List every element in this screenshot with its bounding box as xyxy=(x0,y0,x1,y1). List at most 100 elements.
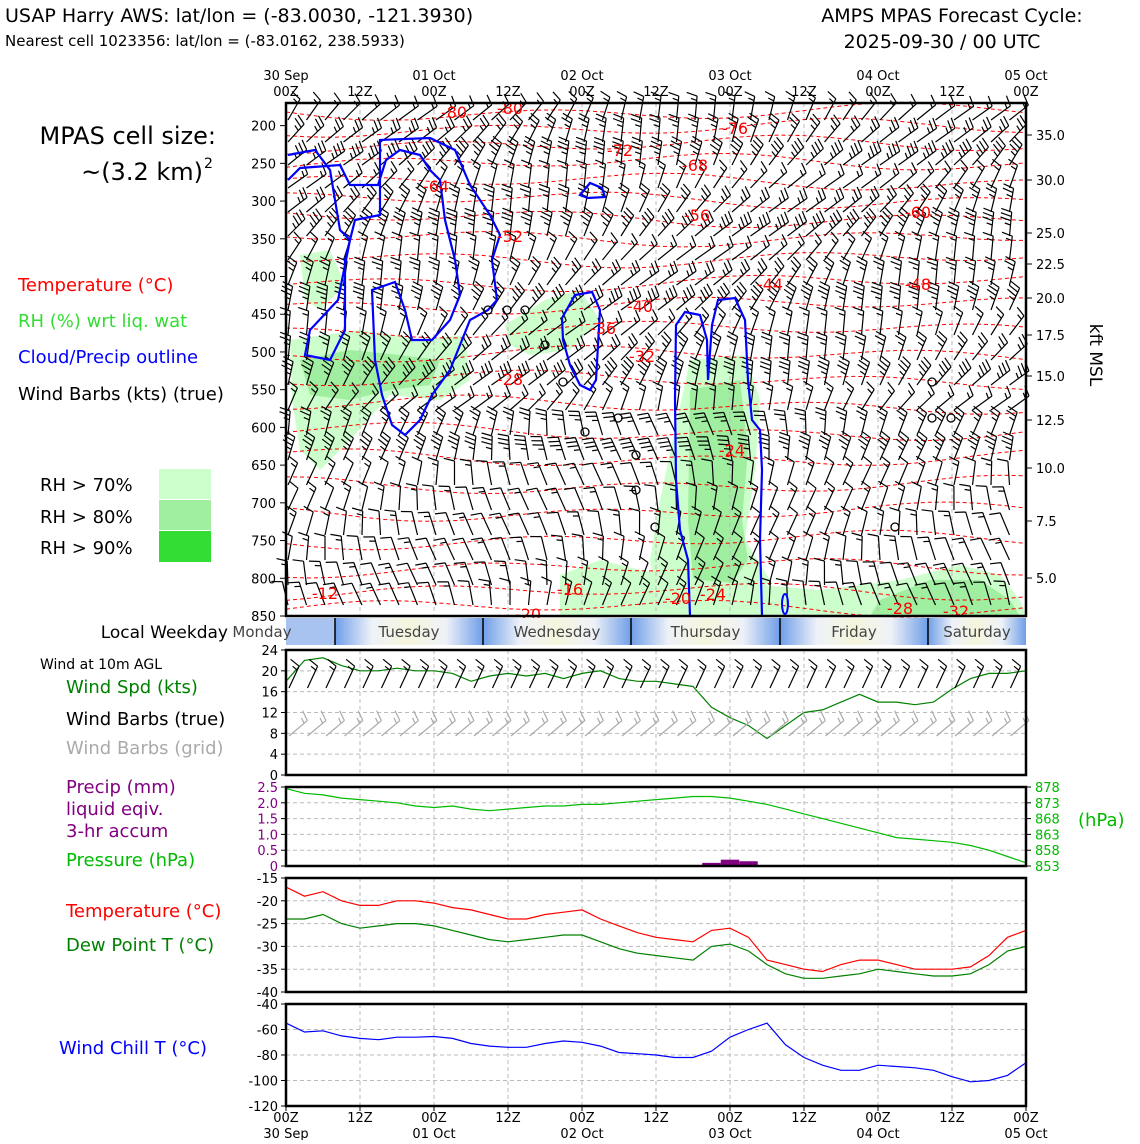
wind-barb xyxy=(750,234,770,261)
temperature-contour-label: -24 xyxy=(700,585,726,604)
wind-barb xyxy=(472,136,486,166)
wind-barb xyxy=(671,355,684,386)
wind-barb xyxy=(342,455,354,486)
weekday-segment xyxy=(286,618,335,645)
wind-barb xyxy=(937,510,955,536)
wind-barb xyxy=(415,562,437,586)
calm-wind-circle xyxy=(927,377,937,387)
wind-barb xyxy=(564,437,585,461)
surface-wind-barb-grid xyxy=(936,710,956,737)
windchill-line xyxy=(285,1022,1027,1083)
wind-barb xyxy=(457,580,474,606)
wind-barb xyxy=(409,256,421,286)
surface-wind-barb-true xyxy=(639,658,652,689)
wind-panel: 24 20 16 12 8 4 0 xyxy=(261,644,1030,784)
wind-barb xyxy=(393,206,406,237)
wind-barb xyxy=(737,433,752,461)
wind-barb xyxy=(705,356,718,386)
kft-tick-label: 5.0 xyxy=(1036,572,1057,587)
wind-barb xyxy=(916,117,938,143)
wind-barb xyxy=(633,91,645,121)
wind-barb xyxy=(454,333,473,361)
wind-barb xyxy=(546,382,563,411)
wind-barb xyxy=(765,305,776,336)
wind-barb xyxy=(417,511,437,536)
weekday-label: Saturday xyxy=(943,623,1011,641)
surface-wind-barb-true xyxy=(917,658,929,689)
wind-barb xyxy=(454,385,475,411)
wind-barb xyxy=(324,381,339,411)
wind-barb xyxy=(566,511,585,536)
wind-barb xyxy=(898,184,914,213)
wind-barb xyxy=(808,580,826,606)
temperature-contour-label: -32 xyxy=(629,347,655,366)
cell-size-label: MPAS cell size: xyxy=(40,122,216,150)
wind-barb xyxy=(1008,136,1023,166)
wind-barb xyxy=(716,435,733,461)
calm-wind-circle xyxy=(580,427,590,437)
wind-barb xyxy=(567,410,585,436)
wind-barb xyxy=(619,380,630,411)
wind-barb xyxy=(306,208,323,237)
wind-barb xyxy=(305,230,319,261)
surface-wind-barb-grid xyxy=(473,710,493,737)
surface-wind-barb-true xyxy=(935,658,948,689)
wind-barb xyxy=(674,412,696,436)
wind-barb xyxy=(932,455,943,486)
wind-barb xyxy=(749,136,764,166)
wind-barb xyxy=(927,481,939,511)
wind-barb xyxy=(551,409,567,436)
wind-barb xyxy=(824,114,841,143)
wind-barb xyxy=(861,163,882,189)
wind-barb xyxy=(908,256,920,286)
wind-barb xyxy=(473,561,493,586)
wind-barb xyxy=(908,281,921,311)
wind-barb xyxy=(782,381,794,411)
wind-barb xyxy=(434,512,456,536)
top-hour-label: 00Z xyxy=(569,85,595,100)
surface-wind-barb-grid xyxy=(825,710,845,737)
wind-barb xyxy=(488,255,501,286)
surface-wind-barb-true xyxy=(325,658,337,689)
wind-barb xyxy=(835,281,848,311)
surface-wind-barb-grid xyxy=(492,710,512,737)
weekday-label: Tuesday xyxy=(377,623,439,641)
wind-barb xyxy=(635,158,646,189)
wind-barb xyxy=(301,355,314,386)
wind-barb xyxy=(916,356,932,386)
temperature-contour xyxy=(285,117,1027,138)
surface-wind-barb-grid xyxy=(806,710,826,737)
wind-barb xyxy=(750,186,770,213)
kft-tick-label: 20.0 xyxy=(1036,292,1065,307)
wind-barb xyxy=(657,555,669,586)
panel-tick-label: 2.5 xyxy=(257,781,278,796)
wind-barb xyxy=(792,579,807,606)
wind-barb xyxy=(417,138,436,166)
wind-barb xyxy=(971,405,983,436)
wind-barb xyxy=(287,480,299,511)
temperature-contour xyxy=(285,296,1027,315)
wind-barb xyxy=(786,505,799,536)
wind-barb xyxy=(953,305,964,336)
wind-barb xyxy=(528,360,549,386)
wind-barb xyxy=(753,410,770,436)
weekday-label: Monday xyxy=(232,623,291,641)
wind-barb xyxy=(410,281,424,311)
temperature-contour xyxy=(285,583,1027,601)
calm-wind-circle xyxy=(520,305,530,315)
wind-barb xyxy=(527,462,548,486)
surface-wind-barb-true xyxy=(750,658,763,689)
bottom-hour-label: 00Z xyxy=(421,1111,447,1126)
wind-barb xyxy=(842,231,856,261)
wind-barb xyxy=(541,576,552,606)
wind-barb xyxy=(550,534,567,561)
panel-tick-label: 0 xyxy=(270,860,278,875)
wind-barb xyxy=(859,582,881,606)
wind-barb xyxy=(620,285,642,311)
wind-barb xyxy=(556,557,568,586)
pressure-tick-label: 200 xyxy=(251,120,276,135)
top-date-label: 05 Oct xyxy=(1004,69,1047,84)
wind-barb xyxy=(686,381,699,411)
wind-barb xyxy=(749,530,761,561)
wind-barb xyxy=(876,405,888,436)
